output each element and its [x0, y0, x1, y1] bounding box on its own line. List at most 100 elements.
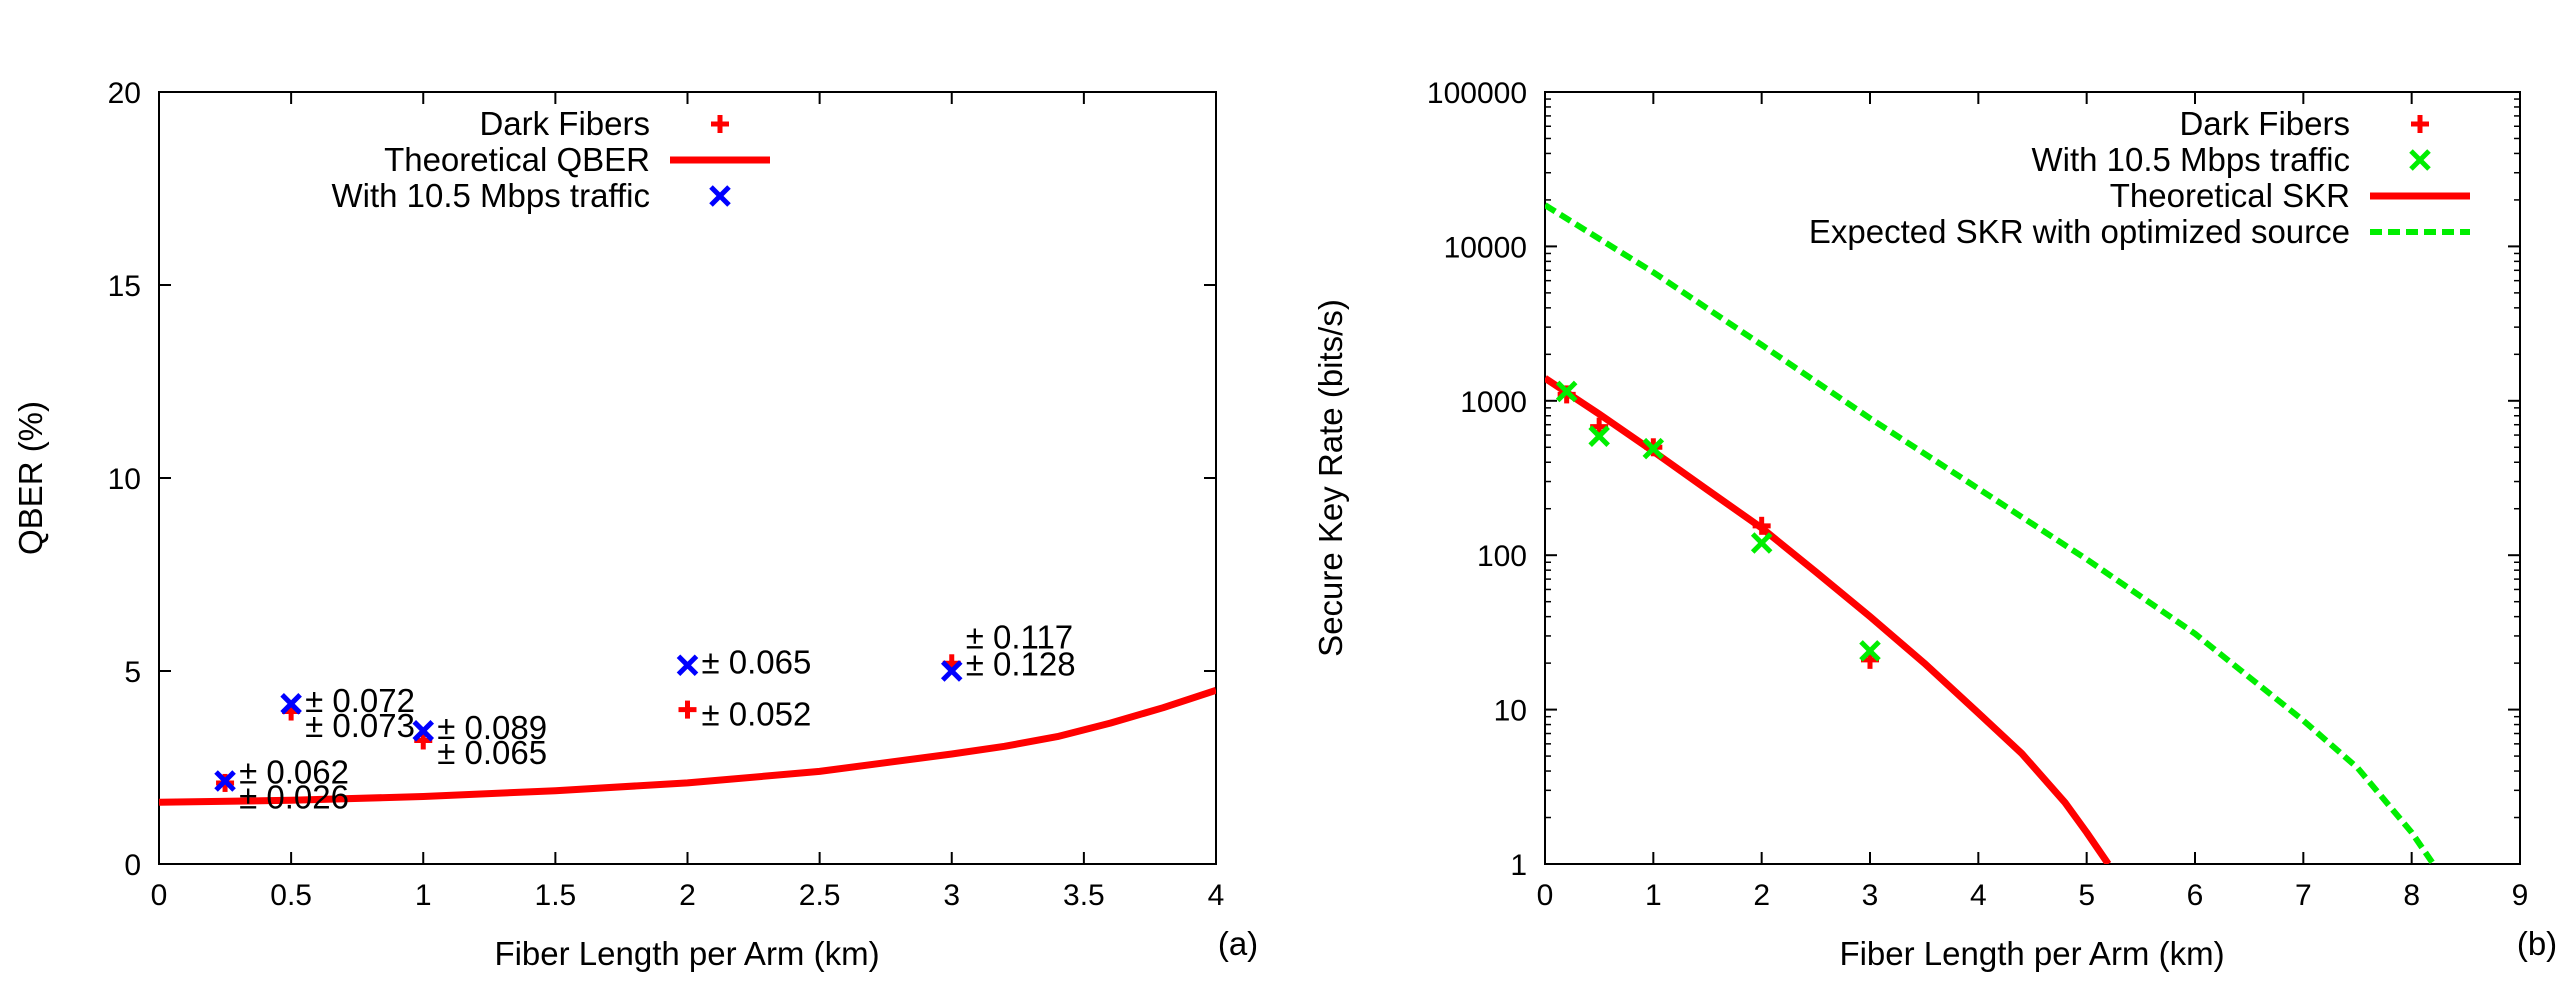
x-tick-label: 8 — [2403, 879, 2420, 912]
data-point — [678, 700, 697, 719]
legend-entry: With 10.5 Mbps traffic — [331, 177, 731, 214]
error-annotation: ± 0.072 — [305, 682, 415, 719]
x-tick-label: 2 — [1753, 879, 1770, 912]
marker-stroke — [709, 185, 731, 207]
marker-stroke — [280, 693, 302, 715]
error-annotation: ± 0.052 — [702, 695, 812, 732]
marker-stroke — [676, 654, 699, 676]
legend-entry: Theoretical QBER — [384, 141, 770, 178]
series-line — [1545, 202, 2436, 864]
data-point — [1750, 532, 1773, 554]
error-annotation: ± 0.073 — [305, 707, 415, 744]
x-tick-label: 3.5 — [1063, 879, 1105, 912]
error-annotation: ± 0.128 — [966, 645, 1076, 682]
error-annotation: ± 0.089 — [437, 709, 547, 746]
marker-stroke — [412, 720, 435, 742]
legend-swatch — [2409, 149, 2431, 171]
marker-stroke — [1859, 640, 1881, 662]
x-tick-label: 1.5 — [535, 879, 577, 912]
marker-stroke — [1555, 380, 1578, 403]
legend-label: Dark Fibers — [479, 105, 650, 142]
data-point — [280, 693, 302, 715]
legend-marker-swatch — [2409, 149, 2431, 171]
x-tick-label: 0 — [151, 879, 168, 912]
data-point — [1555, 380, 1578, 403]
legend-label: Dark Fibers — [2179, 105, 2350, 142]
y-tick-label: 100 — [1477, 540, 1527, 573]
legend-entry: Dark Fibers — [2179, 105, 2429, 142]
data-point — [414, 731, 433, 750]
x-tick-label: 3 — [943, 879, 960, 912]
data-point — [1642, 437, 1665, 460]
x-tick-label: 4 — [1970, 879, 1987, 912]
y-axis-label: QBER (%) — [12, 401, 49, 555]
series-lines — [159, 686, 1216, 806]
panel-tag: (b) — [2517, 925, 2557, 962]
x-tick-label: 2 — [679, 879, 696, 912]
x-tick-label: 4 — [1208, 879, 1225, 912]
y-tick-label: 10 — [108, 463, 141, 496]
y-axis-label: Secure Key Rate (bits/s) — [1312, 299, 1349, 657]
y-axis-ticks: 1 10 100 1000 10000 100000 — [1427, 77, 2520, 882]
series-line — [159, 686, 1216, 806]
marker-stroke — [1750, 532, 1773, 554]
x-axis-ticks: 0 0.5 1 1.5 2 2.5 3 3.5 4 — [151, 92, 1225, 912]
legend-label: With 10.5 Mbps traffic — [2031, 141, 2350, 178]
x-tick-label: 1 — [415, 879, 432, 912]
series-points — [214, 654, 963, 792]
y-tick-label: 0 — [124, 849, 141, 882]
y-axis-ticks: 0 5 10 15 20 — [108, 77, 1216, 882]
legend-label: Expected SKR with optimized source — [1809, 213, 2350, 250]
error-annotations: ± 0.062± 0.026± 0.072± 0.073 ± 0.089± 0.0… — [239, 618, 1076, 815]
legend-swatch — [711, 115, 729, 133]
y-tick-label: 1 — [1510, 849, 1527, 882]
panel-tag: (a) — [1218, 925, 1258, 962]
marker-stroke — [214, 770, 236, 792]
data-point — [412, 720, 435, 742]
legend-marker-swatch — [709, 185, 731, 207]
legend-entry: Theoretical SKR — [2110, 177, 2470, 214]
series-points — [1555, 380, 1881, 669]
y-tick-label: 20 — [108, 77, 141, 110]
y-tick-label: 15 — [108, 270, 141, 303]
error-annotation: ± 0.062 — [239, 753, 349, 790]
panel-a-qber-chart: 0 0.5 1 1.5 2 2.5 3 3.5 4 0 5 10 15 20 Fiber Length … — [12, 77, 1258, 972]
marker-stroke — [1588, 425, 1610, 447]
x-tick-label: 9 — [2512, 879, 2529, 912]
marker-stroke — [940, 660, 963, 682]
y-tick-label: 100000 — [1427, 77, 1527, 110]
legend-label: With 10.5 Mbps traffic — [331, 177, 650, 214]
legend: Dark Fibers With 10.5 Mbps traffic Theor… — [1809, 105, 2470, 250]
x-axis-label: Fiber Length per Arm (km) — [1839, 935, 2224, 972]
legend-marker-swatch — [711, 115, 729, 133]
x-axis-ticks: 0 1 2 3 4 5 6 7 8 9 — [1537, 92, 2529, 912]
x-tick-label: 6 — [2187, 879, 2204, 912]
legend: Dark Fibers Theoretical QBER With 10.5 M… — [331, 105, 770, 214]
error-annotation: ± 0.065 — [437, 734, 547, 771]
y-tick-label: 1000 — [1460, 386, 1527, 419]
data-point — [1859, 640, 1881, 662]
x-tick-label: 0.5 — [270, 879, 312, 912]
data-point — [214, 770, 236, 792]
x-axis-label: Fiber Length per Arm (km) — [494, 935, 879, 972]
legend-entry: Dark Fibers — [479, 105, 729, 142]
marker-stroke — [1642, 437, 1665, 460]
marker-stroke — [2409, 149, 2431, 171]
y-tick-label: 5 — [124, 656, 141, 689]
x-tick-label: 0 — [1537, 879, 1554, 912]
legend-entry: With 10.5 Mbps traffic — [2031, 141, 2431, 178]
legend-entry: Expected SKR with optimized source — [1809, 213, 2470, 250]
data-point — [940, 660, 963, 682]
legend-label: Theoretical SKR — [2110, 177, 2350, 214]
data-point — [676, 654, 699, 676]
error-annotation: ± 0.026 — [239, 778, 349, 815]
error-annotation: ± 0.117 — [966, 618, 1073, 655]
legend-swatch — [2411, 115, 2429, 133]
x-tick-label: 2.5 — [799, 879, 841, 912]
series-line — [1545, 375, 2112, 864]
plot-frame — [1544, 91, 2521, 865]
data-point — [1752, 516, 1771, 535]
legend-swatch — [709, 185, 731, 207]
